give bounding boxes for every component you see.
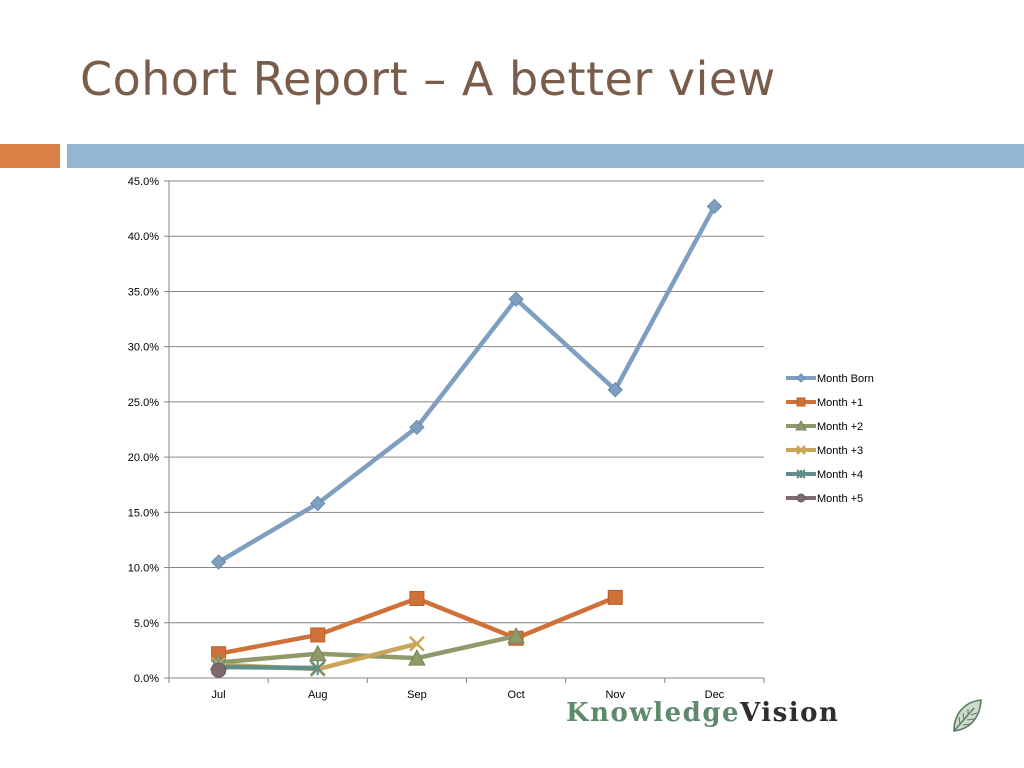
data-point-diamond	[210, 554, 227, 570]
y-tick-label: 5.0%	[134, 618, 159, 630]
legend-label: Month Born	[817, 373, 874, 385]
data-point-star	[796, 469, 806, 479]
x-tick-label: Jul	[212, 689, 226, 701]
series-month-born	[210, 198, 723, 570]
grid-layer	[169, 180, 764, 679]
legend-item: Month +5	[786, 493, 863, 505]
y-tick-label: 30.0%	[128, 342, 159, 354]
data-point-circle	[796, 493, 806, 503]
data-point-circle	[211, 662, 227, 678]
data-point-square	[607, 589, 623, 605]
legend-label: Month +1	[817, 397, 863, 409]
x-tick-label: Aug	[308, 689, 328, 701]
data-point-triangle	[507, 626, 525, 644]
y-tick-label: 35.0%	[128, 286, 159, 298]
series-month-5	[211, 662, 227, 678]
accent-bar-orange	[0, 144, 60, 168]
data-point-square	[796, 397, 806, 407]
y-tick-label: 20.0%	[128, 452, 159, 464]
x-tick-label: Oct	[508, 689, 525, 701]
data-point-diamond	[796, 373, 806, 383]
y-tick-label: 0.0%	[134, 673, 159, 685]
x-tick-label: Nov	[605, 689, 625, 701]
legend-label: Month +2	[817, 421, 863, 433]
accent-bar-blue	[67, 144, 1024, 168]
data-point-square	[409, 590, 425, 606]
y-tick-label: 45.0%	[128, 176, 159, 188]
legend-item: Month Born	[786, 373, 874, 385]
data-point-triangle	[408, 649, 426, 666]
chart-legend: Month Born Month +1 Month +2 Month +3 Month …	[786, 373, 874, 505]
leaf-icon	[953, 699, 982, 732]
data-point-triangle	[795, 419, 807, 431]
axis-layer: 0.0% 5.0% 10.0% 15.0% 20.0% 25.0% 30.0% 35.0% 40…	[128, 176, 765, 701]
x-tick-label: Sep	[407, 689, 427, 701]
knowledgevision-logo: KnowledgeVision	[566, 698, 839, 728]
y-tick-label: 10.0%	[128, 563, 159, 575]
y-tick-label: 40.0%	[128, 231, 159, 243]
data-point-diamond	[310, 495, 326, 512]
series-line	[216, 664, 320, 671]
data-point-diamond	[706, 198, 723, 215]
y-tick-label: 15.0%	[128, 507, 159, 519]
legend-item: Month +1	[786, 397, 863, 409]
data-point-x	[409, 635, 425, 652]
series-month-2	[209, 626, 525, 671]
slide-title: Cohort Report – A better view	[80, 52, 776, 106]
data-point-triangle	[308, 644, 327, 662]
series-line	[216, 204, 717, 565]
y-tick-label: 25.0%	[128, 397, 159, 409]
legend-label: Month +4	[817, 469, 863, 481]
x-tick-label: Dec	[705, 689, 725, 701]
legend-label: Month +3	[817, 445, 863, 457]
data-point-diamond	[508, 291, 524, 307]
logo-text-knowledge: Knowledge	[566, 698, 741, 728]
series-layer	[209, 198, 723, 678]
legend-label: Month +5	[817, 493, 863, 505]
data-point-star	[310, 660, 326, 676]
legend-item: Month +2	[786, 419, 863, 433]
data-point-square	[310, 627, 326, 643]
data-point-x	[796, 445, 806, 455]
data-point-diamond	[607, 382, 623, 398]
data-point-diamond	[409, 419, 425, 435]
logo-text-vision: Vision	[740, 698, 840, 728]
legend-item: Month +4	[786, 469, 863, 481]
legend-item: Month +3	[786, 445, 863, 457]
